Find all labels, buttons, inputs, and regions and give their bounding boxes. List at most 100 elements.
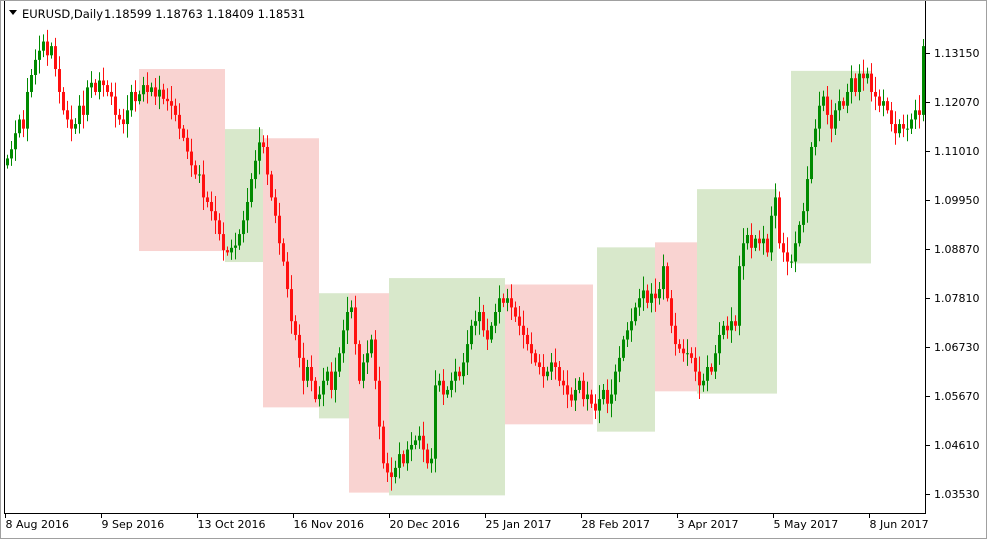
candle-body	[714, 353, 717, 372]
triangle-down-icon[interactable]	[9, 10, 17, 15]
time-axis: 8 Aug 2016 9 Sep 2016 13 Oct 2016 16 Nov 20…	[5, 513, 929, 531]
candle	[594, 394, 597, 420]
candle-body	[482, 312, 485, 331]
candle	[582, 372, 585, 407]
buy-zone[interactable]	[697, 189, 777, 394]
candle-body	[234, 245, 237, 248]
candle	[566, 370, 569, 409]
candle	[434, 370, 437, 473]
candle	[682, 339, 685, 362]
candle	[678, 339, 681, 354]
candle-body	[850, 78, 853, 92]
quote-values: 1.18599 1.18763 1.18409 1.18531	[104, 7, 305, 21]
candle	[906, 114, 909, 142]
candle	[254, 150, 257, 189]
candle-body	[166, 98, 169, 102]
candle-body	[138, 94, 141, 102]
candle-body	[262, 142, 265, 147]
candle-body	[818, 105, 821, 129]
candle-body	[270, 174, 273, 198]
candle-body	[266, 146, 269, 175]
candle-body	[730, 321, 733, 331]
candle-body	[490, 325, 493, 340]
candle-body	[890, 110, 893, 125]
candle	[662, 254, 665, 300]
candle-body	[750, 234, 753, 248]
candle	[106, 80, 109, 97]
candle-body	[182, 128, 185, 138]
candle	[698, 356, 701, 399]
candle	[86, 80, 89, 122]
candle	[854, 73, 857, 97]
candle	[414, 435, 417, 450]
candle-body	[722, 325, 725, 335]
time-tick-label: 13 Oct 2016	[198, 518, 266, 531]
candle-body	[150, 87, 153, 92]
sell-zone[interactable]	[139, 69, 225, 252]
candle-body	[458, 371, 461, 377]
candle	[222, 222, 225, 261]
price-tick-label: 1.13150	[934, 47, 980, 60]
price-tick-label: 1.08870	[934, 243, 980, 256]
candle	[890, 102, 893, 132]
candle	[10, 141, 13, 166]
time-tick-label: 8 Jun 2017	[870, 518, 929, 531]
candle	[490, 322, 493, 343]
candle-body	[250, 179, 253, 202]
candle-body	[494, 312, 497, 326]
candle	[482, 304, 485, 337]
candle-body	[634, 307, 637, 322]
sell-zone[interactable]	[505, 284, 593, 425]
candle-body	[822, 96, 825, 106]
candle-body	[710, 367, 713, 372]
candle	[126, 95, 129, 138]
candle-body	[542, 367, 545, 377]
candle-body	[130, 91, 133, 111]
candle	[238, 229, 241, 250]
candle	[626, 322, 629, 347]
candle	[498, 285, 501, 324]
candle-body	[774, 197, 777, 216]
candle	[218, 213, 221, 241]
candle	[262, 135, 265, 154]
candle-body	[686, 353, 689, 355]
zones-layer	[139, 69, 871, 496]
candle-body	[510, 298, 513, 308]
candle	[754, 234, 757, 252]
candle	[598, 385, 601, 424]
candle-body	[438, 380, 441, 386]
candle	[354, 295, 357, 355]
time-tick-label: 16 Nov 2016	[294, 518, 364, 531]
candle	[182, 124, 185, 142]
candle-body	[478, 312, 481, 322]
candle	[530, 332, 533, 364]
candle-body	[314, 380, 317, 400]
candle	[122, 108, 125, 134]
candle	[618, 346, 621, 383]
candle	[514, 301, 517, 322]
candle-body	[858, 73, 861, 92]
candle	[830, 99, 833, 143]
candle	[170, 86, 173, 120]
candle	[922, 39, 925, 122]
candle	[550, 353, 553, 381]
candle	[70, 105, 73, 142]
candle-body	[114, 96, 117, 115]
candle-body	[602, 389, 605, 400]
candle-body	[522, 325, 525, 335]
candle-body	[350, 307, 353, 313]
candle-body	[242, 220, 245, 235]
candle	[638, 288, 641, 316]
candle-body	[874, 91, 877, 97]
candle	[134, 80, 137, 112]
candle	[422, 421, 425, 463]
candle	[602, 383, 605, 405]
candle-body	[178, 114, 181, 129]
candle-body	[826, 96, 829, 115]
candle	[370, 334, 373, 358]
candle	[242, 210, 245, 243]
candle-body	[402, 454, 405, 464]
candle	[358, 340, 361, 385]
candle-body	[14, 133, 17, 150]
